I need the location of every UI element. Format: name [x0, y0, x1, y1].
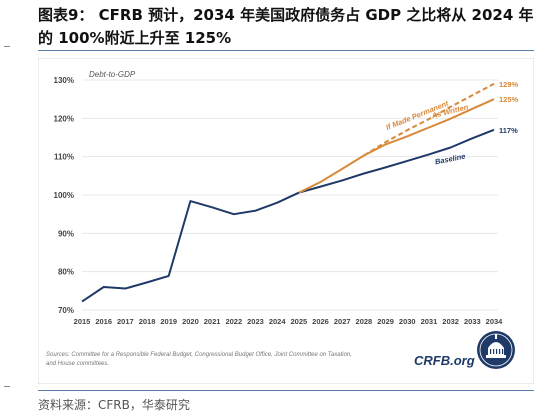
chart-frame: [38, 58, 534, 384]
footer-divider: [38, 390, 534, 391]
y-tick-label: 120%: [54, 114, 74, 123]
source-text: 资料来源：CFRB，华泰研究: [38, 398, 190, 412]
x-tick-label: 2019: [160, 317, 177, 326]
series-end-label: 125%: [499, 95, 519, 104]
y-axis-ticks: 70% 80% 90% 100% 110% 120% 130%: [54, 76, 74, 315]
x-tick-label: 2016: [95, 317, 112, 326]
x-tick-label: 2028: [356, 317, 373, 326]
series-line-as-written: [298, 98, 495, 194]
x-tick-label: 2017: [117, 317, 134, 326]
series-line-baseline: [81, 128, 495, 303]
x-tick-label: 2020: [182, 317, 199, 326]
x-tick-label: 2029: [377, 317, 394, 326]
x-tick-label: 2015: [74, 317, 91, 326]
y-tick-label: 100%: [54, 191, 74, 200]
title-divider: [38, 50, 534, 51]
x-axis-ticks: 2015 2016 2017 2018 2019 2020 2021 2022 2023 2024…: [74, 317, 504, 326]
x-tick-label: 2027: [334, 317, 351, 326]
x-tick-label: 2026: [312, 317, 329, 326]
x-tick-label: 2033: [464, 317, 481, 326]
figure-title: 图表9： CFRB 预计，2034 年美国政府债务占 GDP 之比将从 2024…: [38, 6, 534, 47]
x-tick-label: 2034: [486, 317, 504, 326]
chart-source-note-line1: Sources: Committee for a Responsible Fed…: [46, 352, 352, 358]
y-tick-label: 70%: [58, 306, 74, 315]
x-tick-label: 2022: [225, 317, 242, 326]
x-tick-label: 2030: [399, 317, 416, 326]
series-end-label: 129%: [499, 80, 519, 89]
series-lines: [81, 82, 495, 303]
chart-source-note: Sources: Committee for a Responsible Fed…: [46, 352, 354, 367]
x-tick-label: 2032: [442, 317, 459, 326]
margin-tick-bottom: [4, 386, 10, 387]
y-tick-label: 110%: [54, 153, 74, 162]
chart-source-note-line2: and House committees.: [46, 361, 109, 367]
y-tick-label: 90%: [58, 229, 74, 238]
x-tick-label: 2023: [247, 317, 264, 326]
x-tick-label: 2021: [204, 317, 221, 326]
series-line-if-made-permanent: [363, 82, 495, 157]
x-tick-label: 2025: [290, 317, 307, 326]
capitol-logo-icon: [477, 331, 515, 369]
debt-to-gdp-chart: Debt-to-GDP 70% 80% 90% 100% 110% 120% 130% 20…: [38, 58, 534, 384]
series-end-label: 117%: [499, 126, 518, 135]
x-tick-label: 2018: [139, 317, 156, 326]
y-tick-label: 80%: [58, 268, 74, 277]
margin-tick-top: [4, 46, 10, 47]
crfb-logo-text: CRFB.org: [414, 353, 475, 368]
chart-title: Debt-to-GDP: [89, 70, 136, 79]
x-tick-label: 2031: [421, 317, 438, 326]
y-tick-label: 130%: [54, 76, 74, 85]
x-tick-label: 2024: [269, 317, 287, 326]
